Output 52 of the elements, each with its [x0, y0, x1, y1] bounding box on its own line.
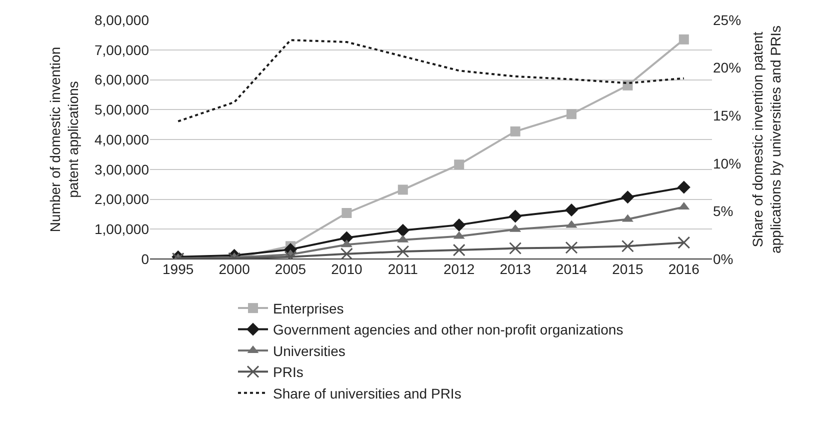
- x-tick-label: 2011: [388, 261, 418, 277]
- y2-tick-label: 5%: [713, 203, 734, 220]
- point: [452, 244, 466, 256]
- y2-tick-label: 25%: [713, 12, 742, 28]
- line-series: [177, 39, 685, 122]
- legend-label: Enterprises: [273, 300, 344, 317]
- legend-label: PRIs: [273, 364, 304, 380]
- point: [396, 224, 410, 237]
- y-tick-label: 8,00,000: [94, 12, 150, 28]
- x-tick-label: 2013: [500, 261, 532, 277]
- point: [398, 184, 408, 195]
- point: [510, 126, 520, 136]
- y2-tick-label: 10%: [713, 155, 742, 172]
- x-tick-label: 2014: [556, 261, 588, 277]
- x-tick-label: 2005: [274, 261, 306, 277]
- x-tick-label: 2016: [668, 261, 700, 277]
- y-tick-label: 3,00,000: [94, 161, 150, 178]
- point: [508, 210, 522, 223]
- point: [565, 241, 578, 254]
- y2-tick-label: 15%: [713, 108, 742, 124]
- point: [340, 248, 353, 259]
- y2-axis-title: Share of domestic invention patent applications by universities and PRIs: [749, 25, 784, 254]
- point: [452, 218, 466, 232]
- point: [396, 245, 410, 258]
- y-tick-label: 4,00,000: [94, 131, 150, 148]
- x-tick-label: 2015: [612, 261, 644, 277]
- point: [509, 242, 522, 254]
- y-tick-label: 2,00,000: [94, 191, 150, 208]
- point: [677, 180, 690, 194]
- x-tick-label: 2010: [331, 261, 362, 277]
- y-tick-label: 6,00,000: [94, 72, 150, 88]
- point: [565, 204, 578, 217]
- y2-tick-label: 20%: [713, 60, 742, 76]
- x-tick-label: 2012: [444, 261, 475, 277]
- y-tick-label: 1,00,000: [94, 221, 150, 238]
- point: [678, 34, 689, 44]
- x-tick-label: 2000: [218, 261, 250, 277]
- legend-label: Universities: [273, 342, 346, 359]
- legend-label: Share of universities and PRIs: [273, 385, 462, 402]
- y-tick-label: 7,00,000: [94, 42, 150, 58]
- point: [342, 208, 352, 218]
- legend-label: Government agencies and other non-profit organizations: [273, 322, 624, 338]
- y-axis-title: Number of domestic invention patent applications: [46, 46, 82, 232]
- point: [454, 160, 464, 170]
- point: [621, 240, 634, 252]
- y2-tick-label: 0%: [713, 250, 734, 267]
- point: [621, 190, 634, 204]
- y-tick-label: 0: [141, 250, 150, 267]
- y-tick-label: 5,00,000: [94, 102, 150, 118]
- x-tick-label: 1995: [162, 261, 194, 277]
- point: [678, 236, 690, 249]
- point: [566, 109, 576, 120]
